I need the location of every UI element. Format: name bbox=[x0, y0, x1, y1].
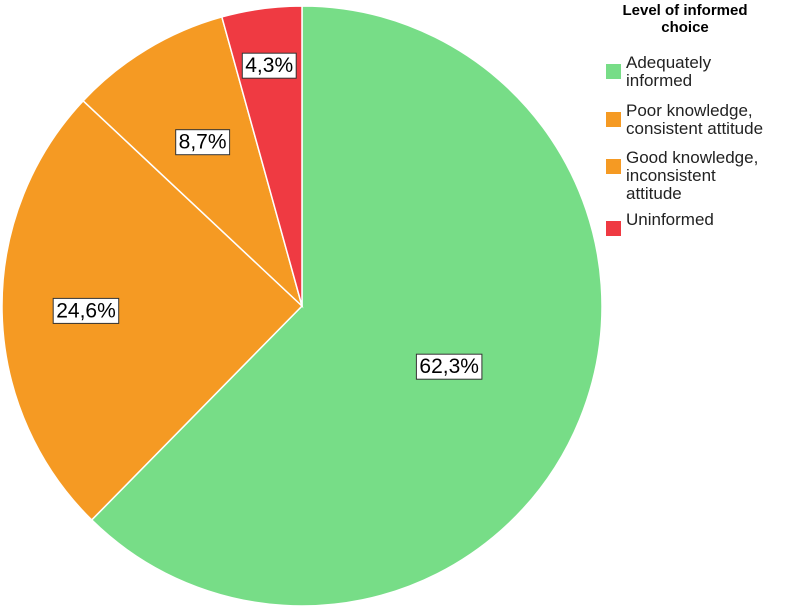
data-label-text: 8,7% bbox=[179, 131, 227, 154]
legend-title-line: choice bbox=[661, 19, 709, 36]
legend-title: Level of informed choice bbox=[622, 2, 747, 36]
legend-swatch bbox=[606, 112, 621, 127]
pie-slice-4 bbox=[220, 5, 303, 307]
pie-slice-1 bbox=[90, 5, 603, 607]
pie-slices bbox=[1, 5, 603, 607]
pie-slice-3 bbox=[82, 15, 304, 309]
legend-item-1: Adequately informed bbox=[606, 53, 712, 90]
legend-label: Adequately informed bbox=[626, 53, 712, 90]
legend-item-3: Good knowledge, inconsistent attitude bbox=[606, 148, 758, 203]
legend-item-2: Poor knowledge, consistent attitude bbox=[606, 101, 763, 138]
pie-slice-2 bbox=[1, 99, 304, 522]
data-label-text: 4,3% bbox=[245, 54, 293, 77]
legend-title-line: Level of informed bbox=[622, 2, 747, 19]
data-label-text: 24,6% bbox=[56, 299, 116, 322]
legend-label: Uninformed bbox=[626, 210, 714, 229]
data-label-box bbox=[175, 129, 231, 156]
legend-label: Good knowledge, inconsistent attitude bbox=[626, 148, 758, 203]
data-label-3: 8,7% bbox=[175, 129, 231, 156]
data-label-1: 62,3% bbox=[415, 353, 483, 380]
legend-swatch bbox=[606, 159, 621, 174]
data-label-text: 62,3% bbox=[419, 355, 479, 378]
legend: Level of informed choice Adequately inform… bbox=[606, 2, 763, 236]
legend-label: Poor knowledge, consistent attitude bbox=[626, 101, 763, 138]
data-label-2: 24,6% bbox=[52, 297, 120, 324]
data-label-box bbox=[52, 297, 120, 324]
pie-data-labels: 62,3% 24,6% 8,7% 4,3% bbox=[52, 52, 483, 380]
legend-item-4: Uninformed bbox=[606, 210, 714, 236]
data-label-box bbox=[241, 52, 297, 79]
data-label-4: 4,3% bbox=[241, 52, 297, 79]
legend-items: Adequately informed Poor knowledge, consist… bbox=[606, 53, 763, 236]
data-label-box bbox=[415, 353, 483, 380]
legend-swatch bbox=[606, 64, 621, 79]
legend-swatch bbox=[606, 221, 621, 236]
